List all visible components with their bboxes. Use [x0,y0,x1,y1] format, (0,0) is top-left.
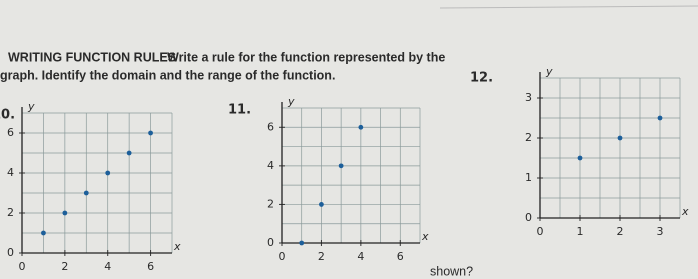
x-axis-label: x [421,230,429,243]
x-tick-label: 0 [537,225,544,238]
y-tick-label: 0 [525,211,532,224]
data-point [299,240,305,246]
problem-number: 12. [470,71,493,86]
x-tick-label: 0 [279,250,286,263]
problem-number: 11. [228,103,251,118]
y-tick-label: 6 [7,126,14,139]
data-point [338,163,344,169]
y-tick-label: 1 [525,171,532,184]
data-point [41,230,46,236]
y-tick-label: 0 [267,236,274,249]
x-tick-label: 6 [397,250,404,263]
y-axis-label: y [27,100,35,113]
x-tick-label: 6 [147,260,154,273]
data-point [617,135,623,141]
x-tick-label: 4 [357,250,364,263]
instruction-line: Write a rule for the function represente… [167,50,445,64]
y-tick-label: 2 [267,197,274,210]
y-axis-label: y [545,65,553,78]
y-tick-label: 0 [7,246,14,259]
data-point [126,150,132,156]
data-point [62,210,68,216]
page-edge [439,5,698,9]
data-point [358,124,364,130]
y-tick-label: 2 [525,131,532,144]
data-point [148,130,153,136]
data-point [319,202,324,207]
x-tick-label: 3 [657,225,664,238]
x-tick-label: 2 [318,250,325,263]
data-point [83,190,89,196]
y-tick-label: 2 [7,206,14,219]
section-label: WRITING FUNCTION RULES [8,50,176,64]
x-tick-label: 1 [577,225,584,238]
footer-text: shown? [430,264,473,278]
y-axis-label: y [287,95,295,108]
data-point [577,155,583,161]
x-axis-label: x [173,240,181,253]
x-axis-label: x [681,205,689,218]
data-point [657,115,663,121]
y-tick-label: 4 [7,166,14,179]
y-tick-label: 4 [267,159,274,172]
y-tick-label: 3 [525,91,532,104]
y-tick-label: 6 [267,120,274,133]
problem-number: 10. [0,108,15,123]
x-tick-label: 0 [19,260,26,273]
instruction-line: graph. Identify the domain and the range… [0,68,335,82]
data-point [105,170,111,176]
x-tick-label: 4 [104,260,111,273]
x-tick-label: 2 [617,225,624,238]
x-tick-label: 2 [61,260,68,273]
